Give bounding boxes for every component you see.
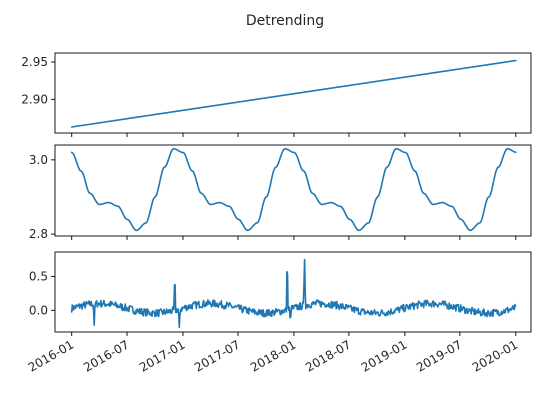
panel-trend: 2.90 2.95 bbox=[21, 52, 532, 137]
y-tick-label: 2.90 bbox=[21, 92, 48, 106]
x-tick-label: 2016-07 bbox=[81, 337, 131, 374]
y-tick-label: 2.8 bbox=[29, 227, 48, 241]
trend-series-line bbox=[70, 59, 517, 128]
x-tick-label: 2017-01 bbox=[137, 337, 187, 374]
x-tick-label: 2016-01 bbox=[26, 337, 76, 374]
y-tick-label: 0.5 bbox=[29, 269, 48, 283]
residual-series-line bbox=[70, 258, 517, 329]
panel-frame bbox=[54, 251, 532, 333]
x-tick-label: 2017-07 bbox=[192, 337, 242, 374]
y-tick-label: 3.0 bbox=[29, 153, 48, 167]
figure-title: Detrending bbox=[246, 13, 324, 29]
panel-frame bbox=[54, 52, 532, 134]
y-tick-label: 2.95 bbox=[21, 55, 48, 69]
panel-frame bbox=[54, 144, 532, 237]
seasonal-series-line bbox=[70, 147, 517, 232]
panel-residual: 0.0 0.5 bbox=[29, 251, 532, 336]
x-tick-label: 2018-07 bbox=[303, 337, 353, 374]
x-tick-label: 2019-07 bbox=[414, 337, 464, 374]
panel-seasonal: 2.8 3.0 bbox=[29, 144, 532, 241]
x-tick-label: 2020-01 bbox=[470, 337, 520, 374]
x-tick-label: 2018-01 bbox=[248, 337, 298, 374]
y-tick-label: 0.0 bbox=[29, 303, 48, 317]
x-tick-labels: 2016-01 2016-07 2017-01 2017-07 2018-01 2018-… bbox=[26, 337, 521, 374]
x-tick-label: 2019-01 bbox=[359, 337, 409, 374]
